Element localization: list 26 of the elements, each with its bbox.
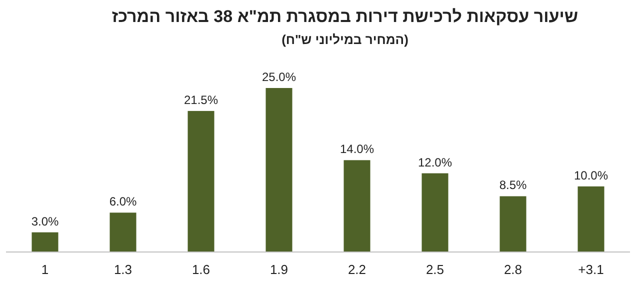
data-label: 21.5% bbox=[184, 92, 218, 107]
x-tick-label: 1.6 bbox=[192, 262, 210, 277]
chart-title: שיעור עסקאות לרכישת דירות במסגרת תמ"א 38 באזור המרכז bbox=[112, 7, 578, 26]
x-tick-label: 1 bbox=[41, 262, 49, 277]
bar bbox=[422, 173, 448, 252]
data-label: 3.0% bbox=[31, 214, 59, 228]
bar bbox=[32, 232, 58, 252]
chart-subtitle: (המחיר במיליוני ש"ח) bbox=[282, 32, 408, 47]
x-tick-label: +3.1 bbox=[578, 262, 604, 277]
x-tick-label: 1.9 bbox=[270, 262, 288, 277]
data-label: 25.0% bbox=[262, 70, 296, 84]
data-label: 12.0% bbox=[418, 155, 452, 170]
data-label: 6.0% bbox=[109, 194, 137, 209]
bar bbox=[266, 88, 292, 252]
x-tick-label: 1.3 bbox=[114, 262, 132, 277]
bar bbox=[188, 110, 214, 252]
x-tick-label: 2.5 bbox=[426, 262, 444, 277]
data-label: 14.0% bbox=[340, 142, 374, 156]
x-tick-label: 2.8 bbox=[504, 262, 522, 277]
x-tick-label: 2.2 bbox=[348, 262, 366, 277]
data-label: 8.5% bbox=[499, 178, 527, 192]
bar bbox=[110, 212, 136, 252]
bar bbox=[578, 186, 604, 252]
bar bbox=[500, 196, 526, 252]
data-label: 10.0% bbox=[574, 168, 608, 182]
bar bbox=[344, 160, 370, 252]
